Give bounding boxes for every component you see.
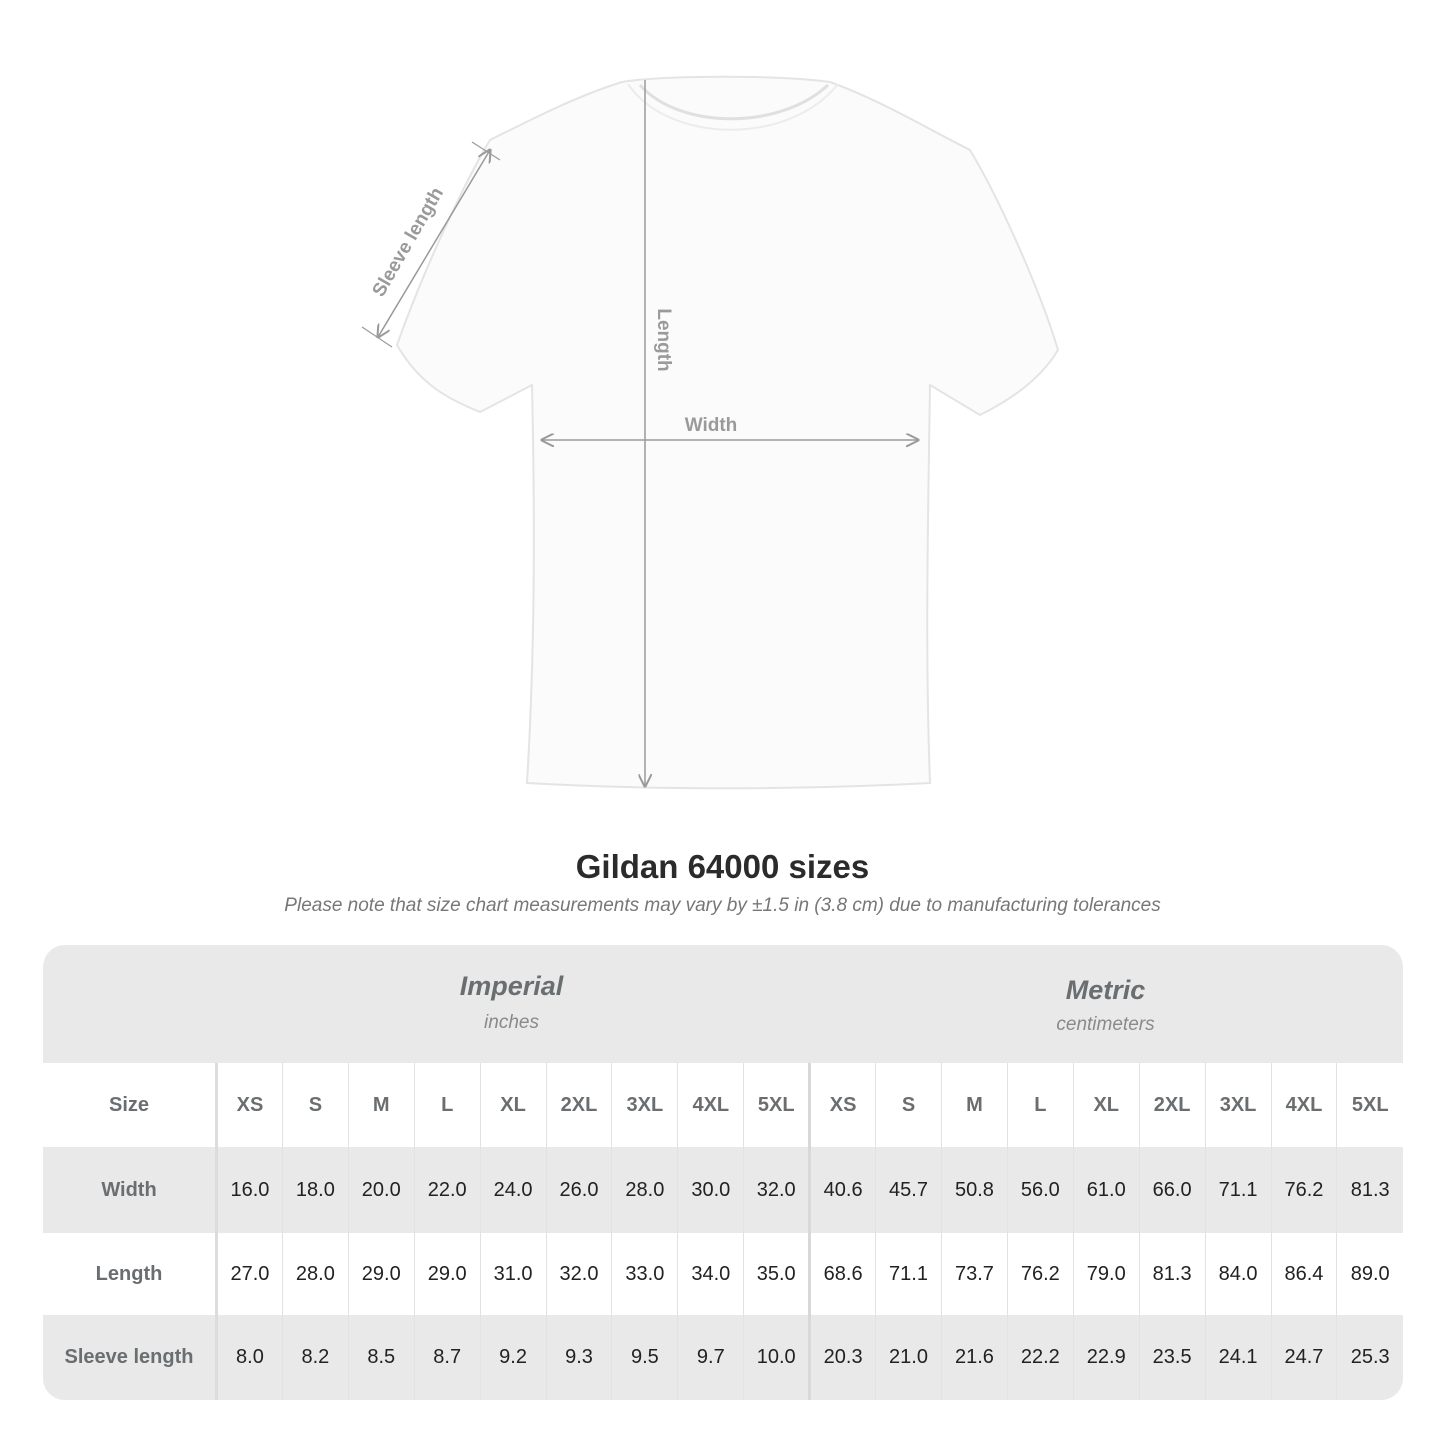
imperial-value: 9.7: [677, 1315, 744, 1400]
metric-value: 61.0: [1072, 1147, 1140, 1233]
imperial-value: 22.0: [413, 1147, 481, 1233]
size-chart: Imperial inches Metric centimeters Size X…: [43, 945, 1403, 1400]
length-label: Length: [653, 308, 674, 371]
metric-value: 21.0: [875, 1315, 942, 1400]
metric-value: 40.6: [808, 1147, 876, 1233]
imperial-value: 8.2: [281, 1315, 349, 1400]
metric-size-xl: XL: [1072, 1063, 1140, 1147]
imperial-value: 28.0: [611, 1147, 678, 1233]
imperial-value: 20.0: [347, 1147, 415, 1233]
row-label: Width: [43, 1147, 218, 1233]
imperial-size-3xl: 3XL: [611, 1063, 678, 1147]
imperial-value: 27.0: [216, 1233, 283, 1315]
size-header: Size: [43, 1063, 218, 1147]
table-row: Length 27.0 28.0 29.0 29.0 31.0 32.0 33.0 34.0 35…: [43, 1233, 1403, 1315]
imperial-value: 33.0: [611, 1233, 678, 1315]
imperial-unit: inches: [484, 1012, 539, 1033]
metric-value: 50.8: [940, 1147, 1008, 1233]
metric-value: 68.6: [808, 1233, 876, 1315]
sleeve-length-line: [378, 150, 490, 337]
metric-value: 89.0: [1336, 1233, 1403, 1315]
imperial-value: 18.0: [281, 1147, 349, 1233]
metric-size-2xl: 2XL: [1138, 1063, 1206, 1147]
metric-value: 21.6: [940, 1315, 1008, 1400]
metric-value: 76.2: [1270, 1147, 1337, 1233]
metric-unit: centimeters: [1056, 1014, 1155, 1035]
imperial-value: 26.0: [545, 1147, 612, 1233]
metric-size-3xl: 3XL: [1204, 1063, 1271, 1147]
metric-value: 56.0: [1006, 1147, 1074, 1233]
imperial-value: 35.0: [743, 1233, 810, 1315]
table-row: Sleeve length 8.0 8.2 8.5 8.7 9.2 9.3 9.5 9.7 10.…: [43, 1315, 1403, 1400]
imperial-header: Imperial inches: [215, 945, 808, 1063]
tolerance-note: Please note that size chart measurements…: [284, 895, 1161, 916]
metric-size-4xl: 4XL: [1270, 1063, 1337, 1147]
metric-value: 71.1: [1204, 1147, 1271, 1233]
imperial-value: 8.5: [347, 1315, 415, 1400]
imperial-size-5xl: 5XL: [743, 1063, 810, 1147]
metric-size-s: S: [875, 1063, 942, 1147]
metric-value: 81.3: [1138, 1233, 1206, 1315]
imperial-value: 9.2: [479, 1315, 547, 1400]
imperial-value: 9.3: [545, 1315, 612, 1400]
imperial-value: 10.0: [743, 1315, 810, 1400]
imperial-value: 28.0: [281, 1233, 349, 1315]
metric-size-5xl: 5XL: [1336, 1063, 1403, 1147]
imperial-value: 32.0: [743, 1147, 810, 1233]
metric-value: 84.0: [1204, 1233, 1271, 1315]
imperial-value: 29.0: [413, 1233, 481, 1315]
imperial-size-m: M: [347, 1063, 415, 1147]
imperial-size-xs: XS: [216, 1063, 283, 1147]
imperial-size-2xl: 2XL: [545, 1063, 612, 1147]
imperial-size-s: S: [281, 1063, 349, 1147]
metric-value: 79.0: [1072, 1233, 1140, 1315]
metric-value: 66.0: [1138, 1147, 1206, 1233]
metric-value: 76.2: [1006, 1233, 1074, 1315]
metric-value: 86.4: [1270, 1233, 1337, 1315]
metric-size-m: M: [940, 1063, 1008, 1147]
metric-value: 24.7: [1270, 1315, 1337, 1400]
width-label: Width: [685, 415, 738, 436]
metric-value: 20.3: [808, 1315, 876, 1400]
metric-value: 81.3: [1336, 1147, 1403, 1233]
imperial-size-4xl: 4XL: [677, 1063, 744, 1147]
metric-header: Metric centimeters: [808, 945, 1403, 1063]
t-shirt-diagram: Sleeve length Length Width: [361, 75, 1060, 790]
metric-value: 24.1: [1204, 1315, 1271, 1400]
imperial-value: 34.0: [677, 1233, 744, 1315]
metric-value: 73.7: [940, 1233, 1008, 1315]
imperial-value: 31.0: [479, 1233, 547, 1315]
page-title: Gildan 64000 sizes: [575, 848, 870, 885]
imperial-value: 9.5: [611, 1315, 678, 1400]
imperial-value: 8.7: [413, 1315, 481, 1400]
size-table: Size XS S M L XL 2XL 3XL 4XL 5XL XS S M L XL 2XL 3XL 4XL 5…: [43, 1063, 1403, 1400]
metric-size-xs: XS: [808, 1063, 876, 1147]
row-label: Length: [43, 1233, 218, 1315]
table-row: Width 16.0 18.0 20.0 22.0 24.0 26.0 28.0 30.0 32.…: [43, 1147, 1403, 1233]
metric-value: 45.7: [875, 1147, 942, 1233]
imperial-value: 16.0: [216, 1147, 283, 1233]
imperial-value: 8.0: [216, 1315, 283, 1400]
metric-value: 71.1: [875, 1233, 942, 1315]
imperial-size-l: L: [413, 1063, 481, 1147]
table-header-row: Size XS S M L XL 2XL 3XL 4XL 5XL XS S M L XL 2XL 3XL 4XL 5…: [43, 1063, 1403, 1147]
metric-value: 25.3: [1336, 1315, 1403, 1400]
row-label: Sleeve length: [43, 1315, 218, 1400]
imperial-size-xl: XL: [479, 1063, 547, 1147]
imperial-value: 32.0: [545, 1233, 612, 1315]
metric-value: 23.5: [1138, 1315, 1206, 1400]
imperial-value: 24.0: [479, 1147, 547, 1233]
imperial-value: 29.0: [347, 1233, 415, 1315]
metric-title: Metric: [1065, 975, 1146, 1005]
metric-size-l: L: [1006, 1063, 1074, 1147]
metric-value: 22.9: [1072, 1315, 1140, 1400]
imperial-value: 30.0: [677, 1147, 744, 1233]
metric-value: 22.2: [1006, 1315, 1074, 1400]
imperial-title: Imperial: [459, 971, 564, 1001]
